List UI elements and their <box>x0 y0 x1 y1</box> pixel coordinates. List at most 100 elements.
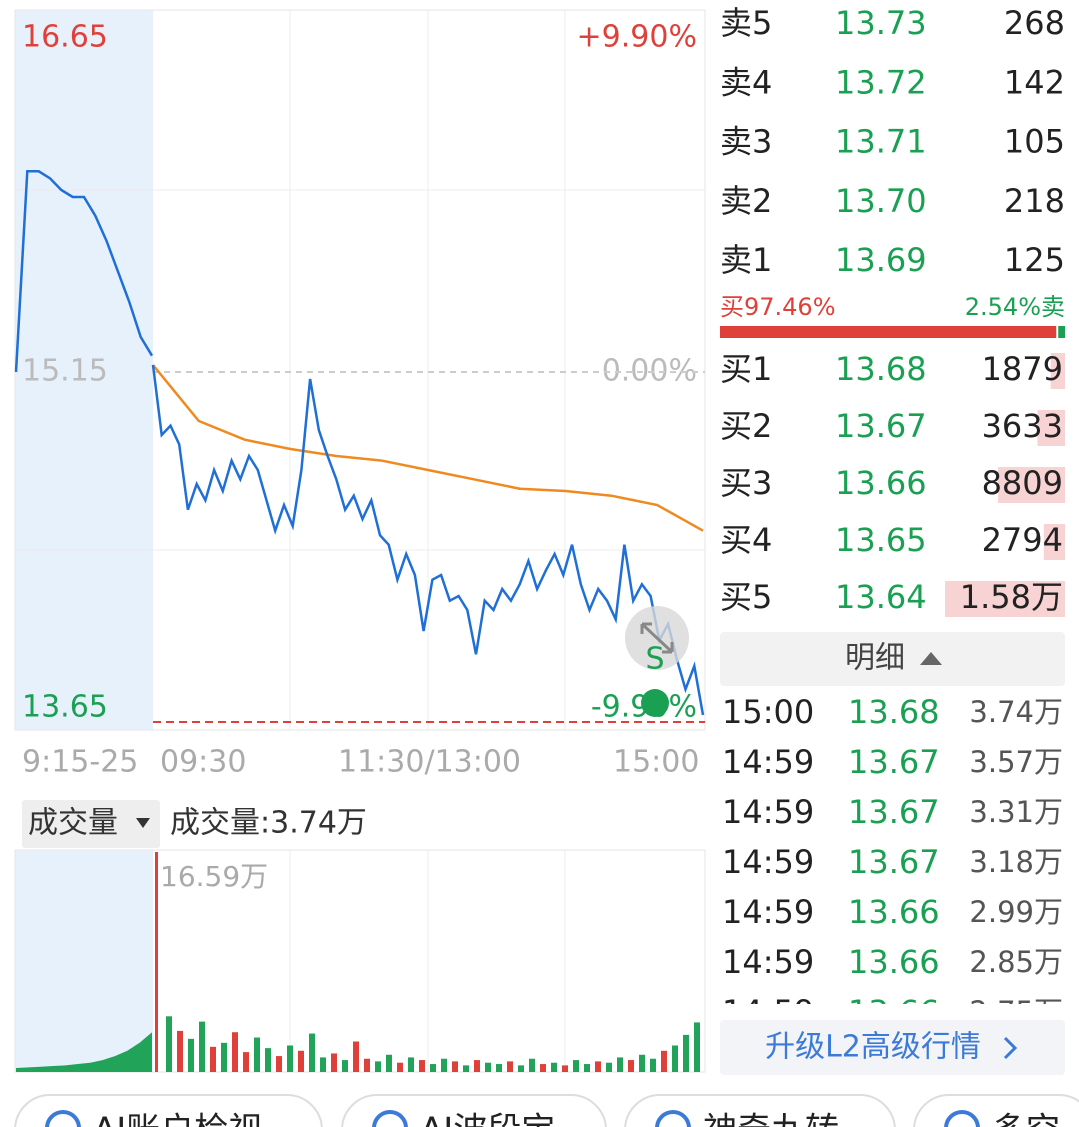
detail-title: 明细 <box>845 641 905 676</box>
tick-price: 13.68 <box>848 693 940 731</box>
buy-depth-bar <box>1050 353 1065 389</box>
volume-bar <box>661 1050 667 1072</box>
buy-price: 13.66 <box>835 464 927 502</box>
sell-volume: 218 <box>1004 182 1065 220</box>
buy-name: 买1 <box>720 350 772 388</box>
button-icon <box>372 1110 408 1127</box>
sell-volume: 105 <box>1004 123 1065 161</box>
avg-line <box>152 364 704 532</box>
volume-bar <box>397 1062 403 1072</box>
volume-bar <box>540 1064 546 1072</box>
x-tick-label: 11:30/13:00 <box>338 745 521 780</box>
sell-price: 13.72 <box>835 63 927 101</box>
y-tick-label: 13.65 <box>22 690 108 725</box>
upgrade-button[interactable] <box>720 1020 1065 1075</box>
volume-bar <box>529 1058 535 1072</box>
volume-bar <box>276 1056 282 1072</box>
tick-volume: 3.74万 <box>969 695 1063 729</box>
volume-bar <box>474 1060 480 1072</box>
y-tick-label: 16.65 <box>22 20 108 55</box>
tick-volume: 2.75万 <box>969 995 1063 1029</box>
expand-arrow <box>920 652 942 665</box>
volume-bar <box>485 1062 491 1072</box>
button-text: 多空 <box>992 1111 1060 1127</box>
volume-bar <box>694 1022 700 1072</box>
dropdown-arrow <box>136 818 150 828</box>
volume-bar <box>683 1034 689 1072</box>
volume-bar <box>507 1061 513 1072</box>
sell-name: 卖5 <box>720 4 772 42</box>
volume-bar <box>562 1065 568 1072</box>
tick-volume: 3.31万 <box>969 795 1063 829</box>
sell-price: 13.69 <box>835 241 927 279</box>
volume-bar <box>617 1057 623 1072</box>
feature-button[interactable] <box>14 1094 323 1127</box>
volume-bar <box>166 1016 172 1072</box>
volume-bar <box>584 1064 590 1072</box>
volume-bar <box>232 1032 238 1072</box>
tick-volume: 3.57万 <box>969 745 1063 779</box>
volume-bar <box>463 1065 469 1072</box>
buy-depth-bar <box>998 467 1065 503</box>
volume-bar <box>650 1058 656 1072</box>
buy-name: 买4 <box>720 521 772 559</box>
volume-bar <box>628 1060 634 1072</box>
sell-name: 卖2 <box>720 182 772 220</box>
tick-price: 13.66 <box>848 893 940 931</box>
volume-bar <box>298 1050 304 1072</box>
feature-button[interactable] <box>913 1094 1079 1127</box>
volume-bar <box>386 1054 392 1072</box>
feature-button[interactable] <box>341 1094 607 1127</box>
sell-price: 13.70 <box>835 182 927 220</box>
volume-bar <box>287 1045 293 1072</box>
buy-name: 买3 <box>720 464 772 502</box>
sell-name: 卖1 <box>720 241 772 279</box>
detail-header[interactable] <box>720 632 1065 686</box>
volume-bar <box>177 1030 183 1072</box>
volume-bar <box>595 1061 601 1072</box>
volume-bar <box>639 1054 645 1072</box>
tick-volume: 3.18万 <box>969 845 1063 879</box>
buy-ratio-bar <box>720 326 1057 338</box>
volume-bar <box>155 852 158 1072</box>
volume-label: 成交量:3.74万 <box>170 806 367 841</box>
tick-volume: 2.99万 <box>969 895 1063 929</box>
premarket-shade <box>15 10 153 730</box>
volume-bar <box>353 1041 359 1072</box>
volume-bar <box>452 1061 458 1072</box>
volume-bar <box>430 1064 436 1072</box>
chevron <box>1003 1036 1018 1060</box>
sell-price: 13.71 <box>835 123 927 161</box>
volume-bar <box>672 1045 678 1072</box>
tick-time: 14:59 <box>722 943 814 981</box>
buy-price: 13.68 <box>835 350 927 388</box>
sell-ratio-bar <box>1058 326 1065 338</box>
volume-bar <box>265 1048 271 1072</box>
buy-depth-bar <box>1043 524 1065 560</box>
buy-volume: 2794 <box>982 521 1063 559</box>
y-tick-label: 15.15 <box>22 354 108 389</box>
tick-time: 14:59 <box>722 743 814 781</box>
tick-price: 13.67 <box>848 843 940 881</box>
buy-price: 13.67 <box>835 407 927 445</box>
volume-bar <box>606 1062 612 1072</box>
x-tick-label: 09:30 <box>160 745 246 780</box>
premarket-volume <box>16 1032 152 1072</box>
zoom-icon <box>640 622 674 654</box>
x-tick-label: 9:15-25 <box>22 745 138 780</box>
sell-ratio: 2.54%卖 <box>965 293 1065 321</box>
volume-selector[interactable] <box>22 800 160 848</box>
volume-bar <box>188 1038 194 1072</box>
feature-button[interactable] <box>624 1094 896 1127</box>
buy-volume: 3633 <box>982 407 1063 445</box>
volume-bar <box>342 1060 348 1072</box>
buy-volume: 1879 <box>982 350 1063 388</box>
tick-price: 13.67 <box>848 743 940 781</box>
premarket-vol-shade <box>15 850 153 1072</box>
price-line <box>151 364 705 716</box>
volume-bar <box>408 1057 414 1072</box>
tick-time: 14:59 <box>722 793 814 831</box>
button-text: 神奇九转 <box>703 1111 839 1127</box>
